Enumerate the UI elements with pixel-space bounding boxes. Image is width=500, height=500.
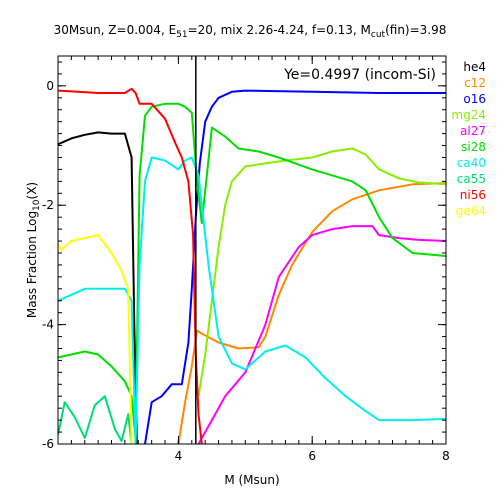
title-part: cut [371,30,386,40]
series-si28-line [58,102,446,439]
y-tick-label: -6 [42,437,54,451]
x-axis-label: M (Msun) [224,473,279,487]
chart-title: 30Msun, Z=0.004, E51=20, mix 2.26-4.24, … [54,23,447,40]
legend-entry-c12: c12 [464,76,486,90]
title-part: (fin)=3.98 [385,23,446,37]
series-ni56-line [58,87,203,444]
legend-entry-ge64: ge64 [456,204,486,218]
series-c12-line [177,182,446,444]
series-he4-line [58,131,138,444]
title-part: 30Msun, Z=0.004, E [54,23,177,37]
legend-entry-o16: o16 [463,92,486,106]
legend-entry-ca55: ca55 [457,172,486,186]
series-al27-line [197,225,446,444]
legend-entry-he4: he4 [463,60,486,74]
ylabel-part: 10 [32,199,42,211]
ylabel-part: (X) [25,182,39,200]
y-axis-label: Mass Fraction Log10(X) [25,182,42,318]
legend-entry-ca40: ca40 [457,156,486,170]
x-tick-label: 6 [308,449,316,463]
plot-frame [57,55,447,445]
legend-entry-al27: al27 [460,124,486,138]
series-layer [58,87,446,444]
legend-entry-mg24: mg24 [451,108,486,122]
ye-annotation: Ye=0.4997 (incom-Si) [283,67,436,83]
series-ge64-line [58,234,133,444]
y-tick-label: -2 [42,198,54,212]
series-ca55-line [58,395,133,444]
ticks-layer: 4 6 8 -6 -4 -2 0 [42,56,450,463]
y-tick-label: -4 [42,318,54,332]
x-tick-label: 4 [175,449,183,463]
title-part: 51 [176,30,187,40]
legend: he4 c12 o16 mg24 al27 si28 ca40 ca55 ni56 ge64 [451,60,486,218]
series-o16-line [144,89,446,444]
y-tick-label: 0 [46,79,54,93]
ylabel-part: Mass Fraction Log [25,211,39,318]
title-part: =20, mix 2.26-4.24, f=0.13, M [188,23,371,37]
legend-entry-si28: si28 [461,140,486,154]
legend-entry-ni56: ni56 [460,188,486,202]
series-ca40-line [58,156,446,444]
x-tick-label: 8 [442,449,450,463]
